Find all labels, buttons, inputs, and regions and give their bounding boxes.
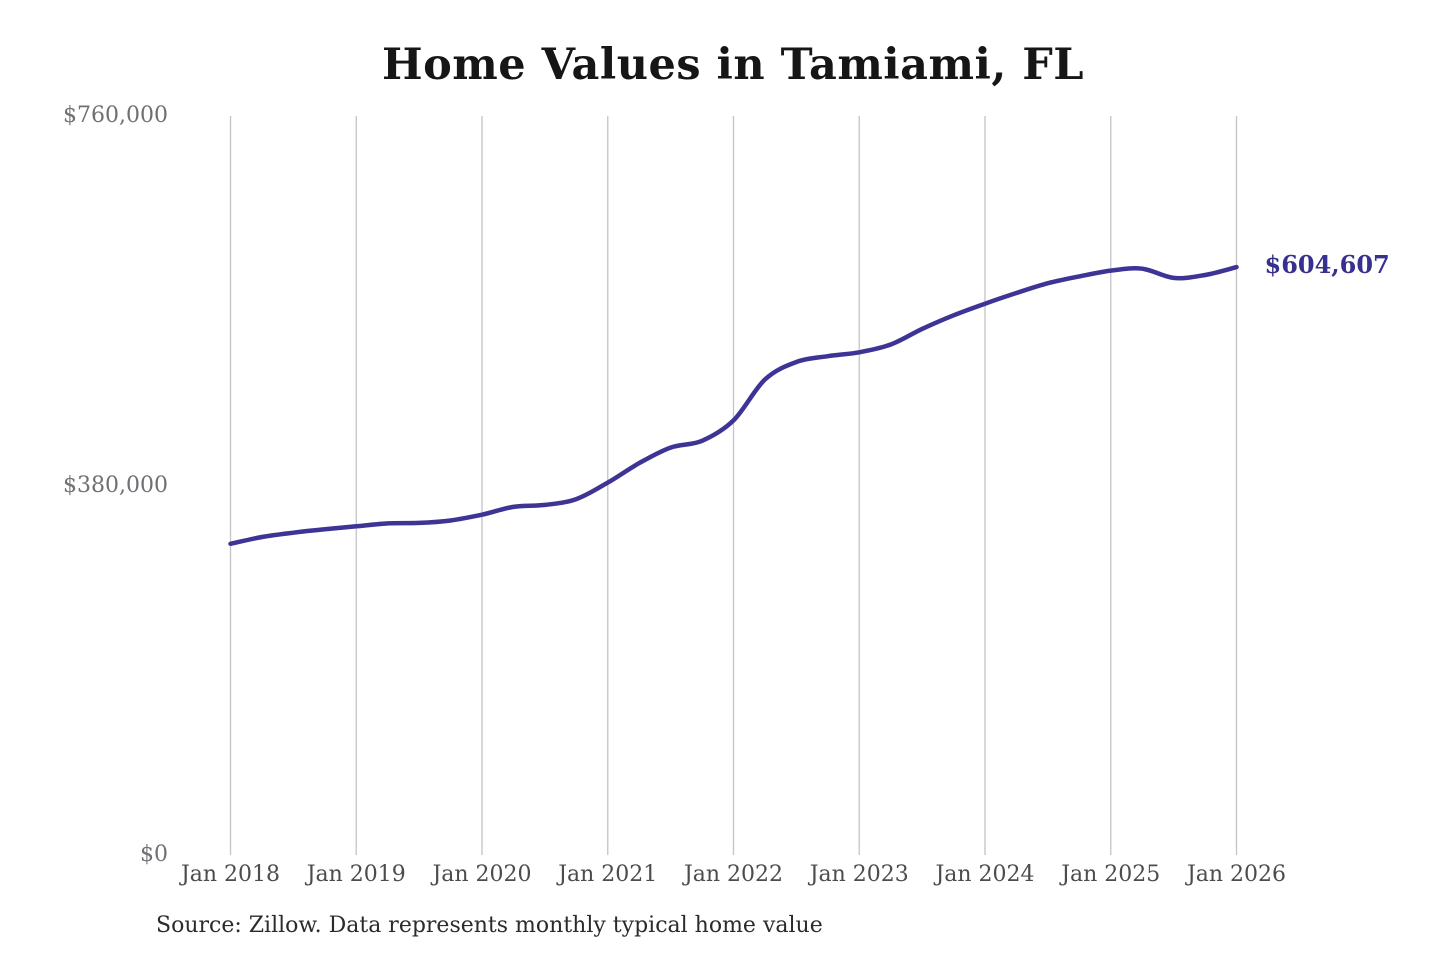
x-axis-tick-label: Jan 2021 — [558, 862, 658, 887]
vertical-gridlines — [229, 116, 1238, 855]
source-note: Source: Zillow. Data represents monthly … — [156, 913, 823, 938]
y-axis-tick-label: $760,000 — [63, 103, 168, 128]
chart-title: Home Values in Tamiami, FL — [381, 40, 1085, 90]
x-axis-tick-label: Jan 2022 — [683, 862, 784, 887]
home-value-line — [228, 264, 1239, 547]
x-axis-tick-label: Jan 2018 — [180, 862, 281, 887]
x-axis-tick-label: Jan 2019 — [306, 862, 406, 887]
x-axis-tick-label: Jan 2023 — [809, 862, 909, 887]
y-axis-tick-label: $380,000 — [63, 472, 168, 498]
x-axis-tick-label: Jan 2020 — [432, 862, 532, 887]
x-axis-tick-label: Jan 2024 — [935, 862, 1035, 887]
x-axis-tick-label: Jan 2025 — [1061, 862, 1161, 887]
y-axis-tick-label: $0 — [140, 842, 168, 867]
latest-value-label: $604,607 — [1264, 250, 1390, 280]
x-axis-tick-label: Jan 2026 — [1186, 862, 1287, 887]
